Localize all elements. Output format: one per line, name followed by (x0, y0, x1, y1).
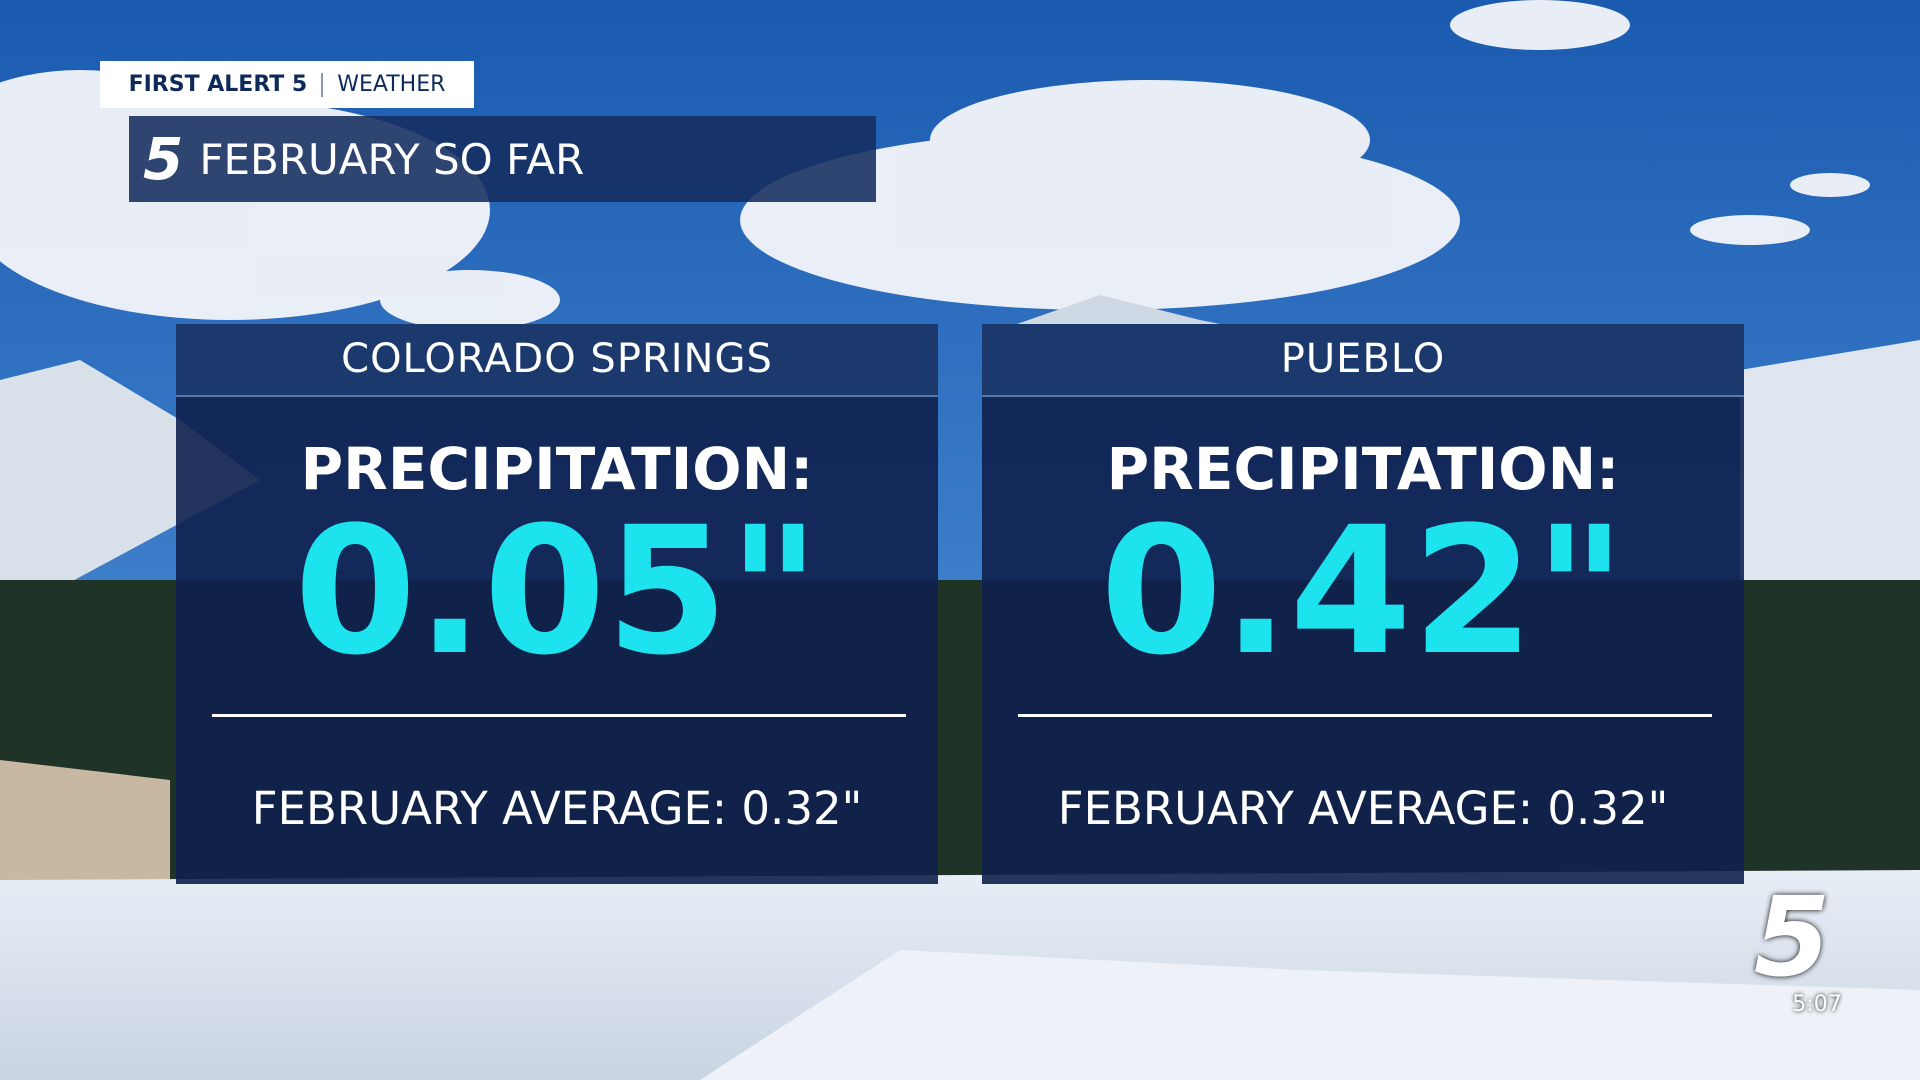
title: FEBRUARY SO FAR (199, 134, 585, 184)
value: 0.05" (294, 489, 820, 694)
brand: FIRST ALERT 5 (128, 72, 308, 97)
label: PRECIPITATION: (300, 435, 814, 503)
panel: PUEBLO PRECIPITATION: 0.42" FEBRUARY AVE… (982, 324, 1744, 884)
section: WEATHER (337, 72, 446, 97)
channel: 5 (1753, 873, 1831, 1001)
time: 5:07 (1792, 992, 1842, 1017)
title-bar: 5 FEBRUARY SO FAR (129, 116, 876, 202)
brand-tag: FIRST ALERT 5 WEATHER (100, 61, 474, 108)
logo: 5 (143, 125, 184, 193)
label: PRECIPITATION: (1106, 435, 1620, 503)
separator (321, 72, 324, 97)
average: FEBRUARY AVERAGE: 0.32" (251, 782, 863, 835)
divider (212, 714, 906, 717)
panel: COLORADO SPRINGS PRECIPITATION: 0.05" FE… (176, 324, 938, 884)
average: FEBRUARY AVERAGE: 0.32" (1057, 782, 1669, 835)
city: PUEBLO (982, 324, 1744, 397)
value: 0.42" (1100, 489, 1626, 694)
divider (1018, 714, 1712, 717)
station-bug: 5 5:07 (1712, 882, 1872, 1017)
city: COLORADO SPRINGS (176, 324, 938, 397)
